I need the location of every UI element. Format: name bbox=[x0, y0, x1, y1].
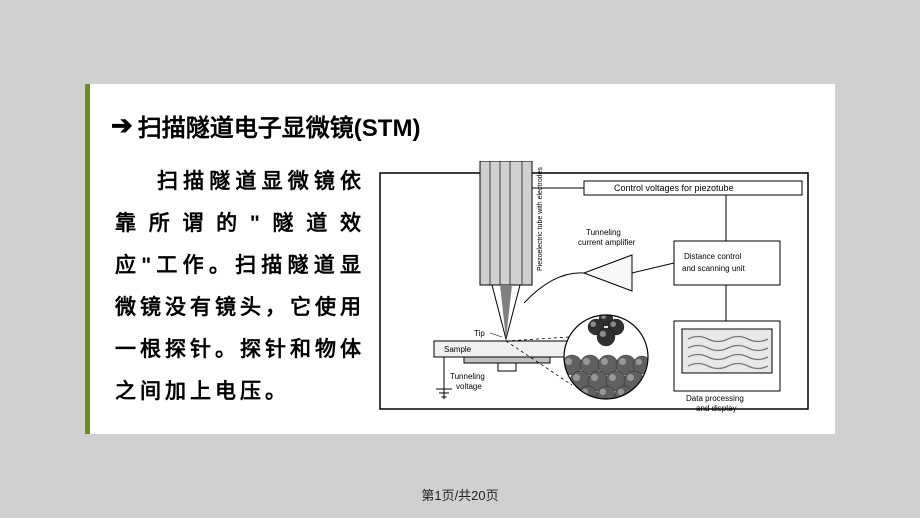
svg-text:Tunneling: Tunneling bbox=[586, 228, 621, 237]
svg-text:Distance control: Distance control bbox=[684, 252, 742, 261]
accent-bar bbox=[85, 84, 90, 434]
title-row: ➔ 扫描隧道电子显微镜(STM) bbox=[111, 108, 817, 143]
svg-text:Tip: Tip bbox=[474, 329, 485, 338]
slide: ➔ 扫描隧道电子显微镜(STM) 扫描隧道显微镜依靠所谓的"隧道效应"工作。扫描… bbox=[85, 84, 835, 434]
svg-text:Control voltages for piezotube: Control voltages for piezotube bbox=[614, 183, 734, 193]
stm-diagram: Control voltages for piezotube Piezoelect… bbox=[371, 161, 817, 421]
arrow-icon: ➔ bbox=[111, 110, 130, 141]
svg-text:Tunneling: Tunneling bbox=[450, 372, 485, 381]
svg-text:Sample: Sample bbox=[444, 345, 472, 354]
svg-text:Data processing: Data processing bbox=[686, 394, 744, 403]
svg-text:Piezoelectric tube with electr: Piezoelectric tube with electrodes bbox=[537, 167, 544, 271]
svg-text:and scanning unit: and scanning unit bbox=[682, 264, 745, 273]
svg-text:voltage: voltage bbox=[456, 382, 482, 391]
svg-text:current amplifier: current amplifier bbox=[578, 238, 636, 247]
page-footer: 第1页/共20页 bbox=[0, 485, 920, 504]
svg-text:and display: and display bbox=[696, 404, 736, 413]
slide-title: 扫描隧道电子显微镜(STM) bbox=[138, 108, 421, 143]
content-row: 扫描隧道显微镜依靠所谓的"隧道效应"工作。扫描隧道显微镜没有镜头，它使用一根探针… bbox=[115, 161, 817, 421]
body-text: 扫描隧道显微镜依靠所谓的"隧道效应"工作。扫描隧道显微镜没有镜头，它使用一根探针… bbox=[115, 161, 365, 421]
